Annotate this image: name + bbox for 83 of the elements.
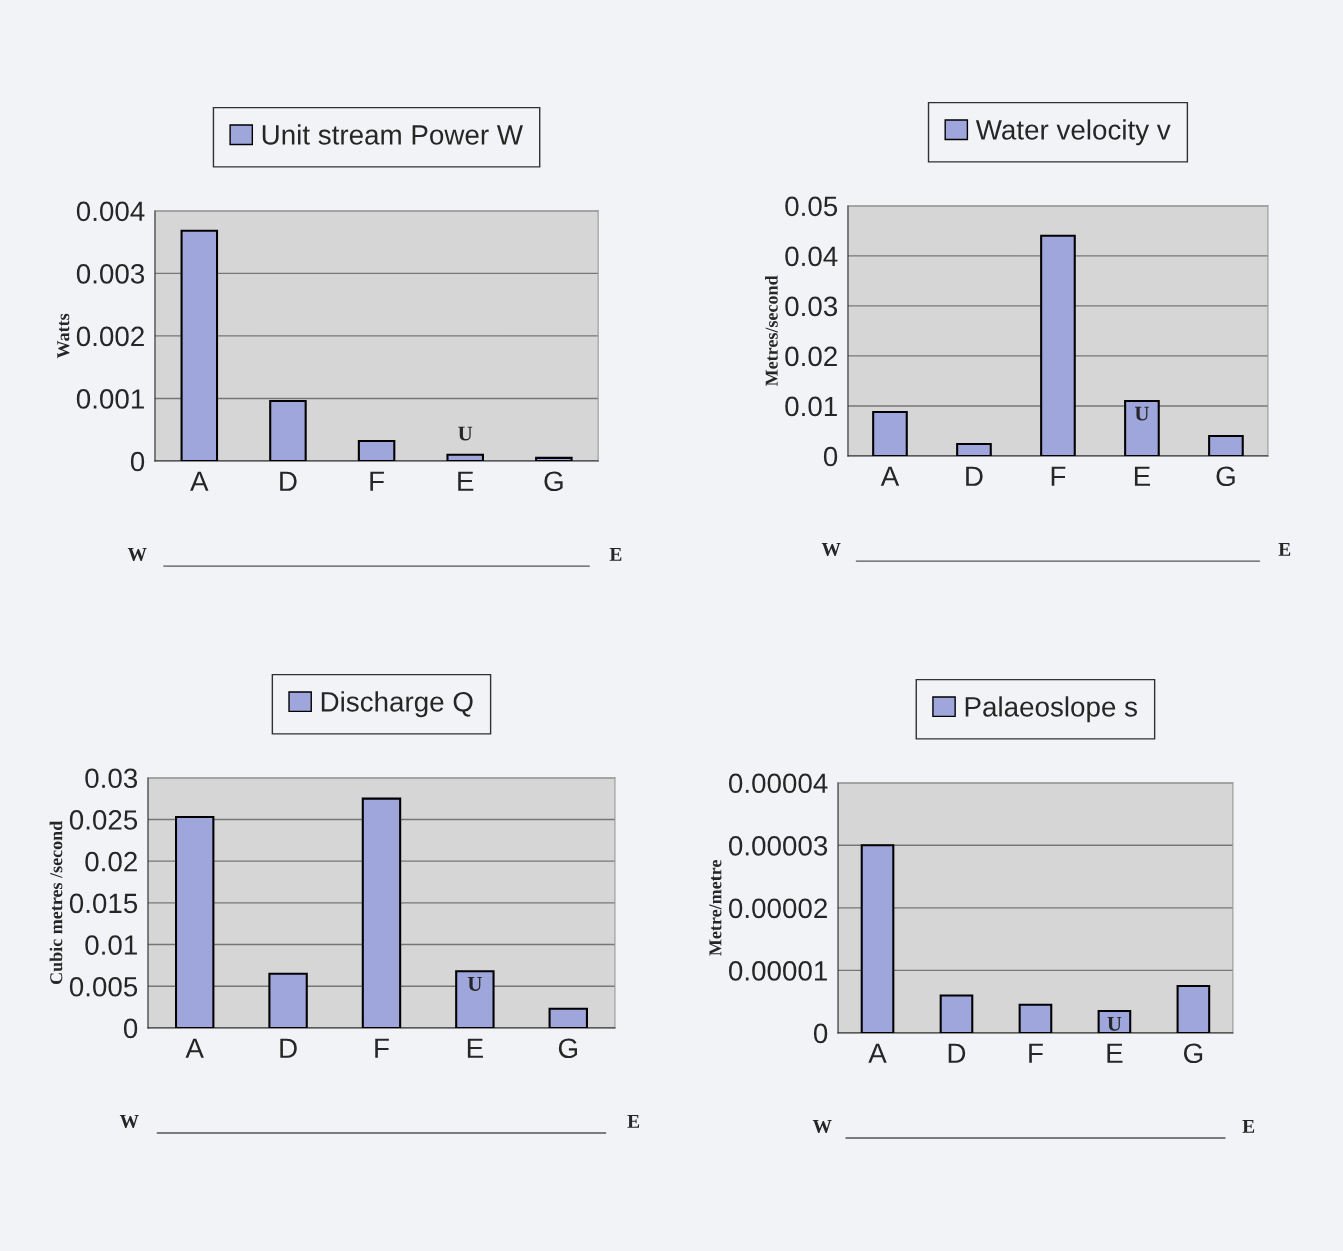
- y-tick-label: 0.001: [76, 389, 144, 409]
- bar: [1097, 1010, 1132, 1033]
- bar: [446, 453, 484, 461]
- bar: [535, 456, 573, 461]
- text: E: [627, 1114, 640, 1128]
- x-tick-label: G: [1216, 466, 1235, 487]
- x-tick-label: D: [280, 1038, 297, 1058]
- y-axis-title: Metres/second: [765, 275, 778, 387]
- y-tick-label: 0.015: [69, 893, 138, 914]
- annotation: U: [1107, 1016, 1122, 1031]
- text: W: [821, 543, 841, 557]
- x-tick-label: E: [1107, 1043, 1123, 1063]
- y-tick-label: 0.01: [85, 935, 137, 955]
- text: W: [119, 1114, 139, 1128]
- legend-label: Unit stream Power W: [262, 124, 523, 145]
- y-tick-label: 0.02: [85, 851, 137, 872]
- annotation: U: [458, 426, 473, 441]
- x-tick-label: G: [544, 471, 563, 492]
- x-tick-label: G: [1183, 1043, 1203, 1064]
- text: E: [1278, 543, 1291, 556]
- bar: [939, 994, 974, 1033]
- y-tick-label: 0.00002: [729, 898, 827, 919]
- x-tick-label: A: [185, 1038, 204, 1058]
- bar: [269, 399, 307, 461]
- x-tick-label: D: [280, 471, 297, 491]
- annotation: U: [1134, 406, 1149, 421]
- y-tick-label: 0.03: [85, 768, 138, 789]
- bar: [174, 815, 215, 1028]
- bar: [872, 410, 908, 456]
- y-tick-label: 0.00001: [729, 961, 827, 981]
- bar: [1018, 1003, 1053, 1033]
- bar: [860, 844, 895, 1033]
- text: W: [812, 1119, 832, 1133]
- text: E: [609, 548, 622, 561]
- text: W: [127, 548, 147, 562]
- y-tick-label: 0.005: [69, 976, 138, 997]
- y-axis-title: Watts: [57, 313, 70, 359]
- bar: [268, 972, 308, 1028]
- bar: [361, 797, 402, 1028]
- legend-label: Discharge Q: [321, 691, 473, 718]
- bar: [455, 970, 495, 1028]
- x-tick-label: A: [880, 466, 900, 486]
- y-tick-label: 0.003: [76, 264, 145, 284]
- y-tick-label: 0.00003: [729, 835, 828, 856]
- x-tick-label: E: [458, 471, 474, 491]
- y-tick-label: 0.002: [76, 326, 144, 347]
- y-tick-label: 0: [823, 446, 838, 467]
- y-tick-label: 0.04: [785, 246, 838, 267]
- x-tick-label: D: [948, 1043, 966, 1063]
- annotation: U: [467, 977, 482, 991]
- x-tick-label: E: [467, 1038, 483, 1058]
- x-tick-label: F: [1029, 1043, 1043, 1063]
- bar: [357, 439, 396, 461]
- y-tick-label: 0.01: [785, 396, 837, 417]
- bar: [1176, 985, 1211, 1033]
- bar: [548, 1007, 588, 1028]
- y-axis-title: Metre/metre: [709, 860, 722, 956]
- x-tick-label: D: [966, 466, 983, 486]
- y-tick-label: 0.00004: [729, 773, 828, 794]
- x-tick-label: F: [375, 1038, 389, 1058]
- y-tick-label: 0.02: [785, 346, 837, 367]
- x-tick-label: A: [868, 1043, 887, 1063]
- bar: [1124, 399, 1160, 456]
- y-axis-title: Cubic metres /second: [49, 820, 63, 985]
- bar: [1208, 434, 1244, 456]
- legend-label: Palaeoslope s: [965, 696, 1137, 723]
- x-tick-label: E: [1134, 466, 1151, 486]
- y-tick-label: 0.004: [76, 201, 145, 222]
- text: E: [1242, 1119, 1255, 1133]
- y-tick-label: 0: [123, 1018, 138, 1039]
- y-tick-label: 0.03: [785, 296, 838, 317]
- bar: [1040, 234, 1076, 456]
- y-tick-label: 0: [130, 451, 145, 472]
- bar: [180, 229, 219, 461]
- legend-label: Water velocity v: [975, 119, 1171, 146]
- y-tick-label: 0.025: [69, 810, 138, 830]
- x-tick-label: F: [370, 471, 384, 491]
- x-tick-label: F: [1051, 466, 1066, 486]
- x-tick-label: G: [558, 1038, 577, 1059]
- x-tick-label: A: [190, 471, 209, 491]
- y-tick-label: 0: [813, 1023, 828, 1044]
- bar: [956, 442, 992, 456]
- y-tick-label: 0.05: [785, 196, 838, 217]
